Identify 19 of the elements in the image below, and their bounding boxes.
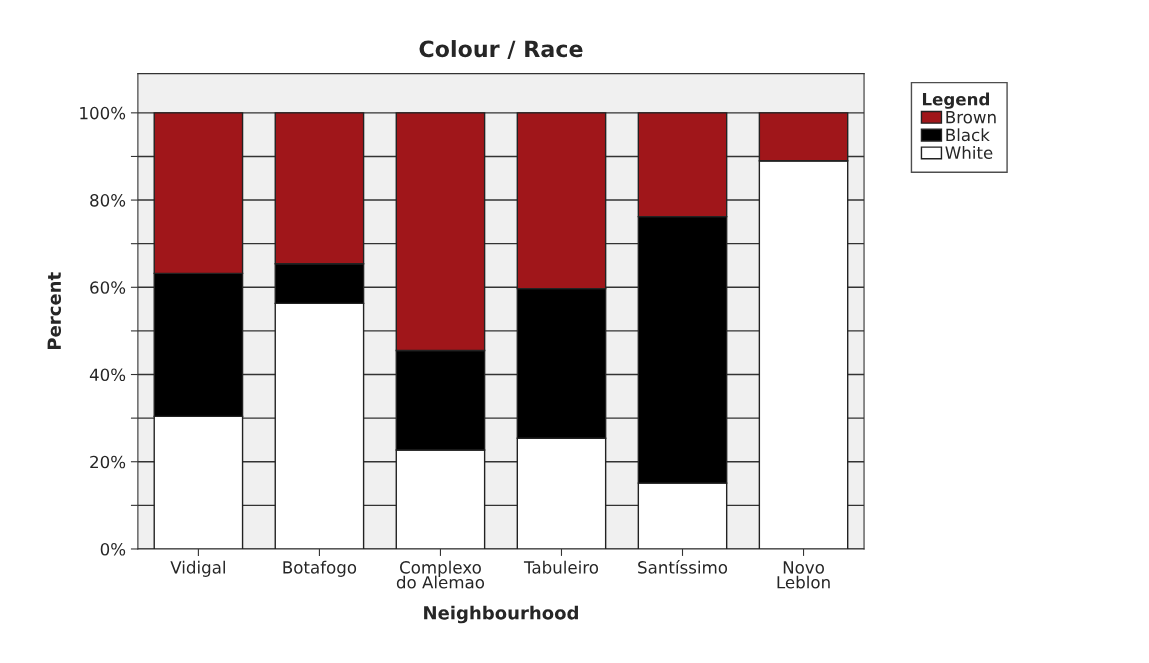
legend-label: White (945, 146, 993, 160)
y-tick-label: 60% (90, 281, 126, 294)
x-tick-label: Santíssimo (638, 560, 728, 574)
chart-title: Colour / Race (419, 40, 583, 59)
legend-title: Legend (922, 92, 989, 109)
x-tick-label: Complexo do Alemao (396, 560, 485, 589)
y-tick-label: 0% (100, 542, 126, 556)
x-tick-label: Botafogo (283, 560, 357, 577)
x-tick-label: Novo Leblon (777, 561, 830, 589)
legend-label: Brown (946, 111, 996, 124)
x-axis-title: Neighbourhood (424, 605, 578, 624)
y-tick-label: 100% (80, 106, 126, 120)
y-tick-label: 40% (89, 368, 126, 382)
x-tick-label: Vidigal (170, 560, 225, 577)
y-tick-label: 20% (90, 455, 126, 469)
legend-label: Black (946, 128, 990, 142)
y-axis-title: Percent (47, 272, 62, 350)
x-tick-label: Tabuleiro (523, 560, 599, 574)
y-tick-label: 80% (90, 194, 126, 207)
